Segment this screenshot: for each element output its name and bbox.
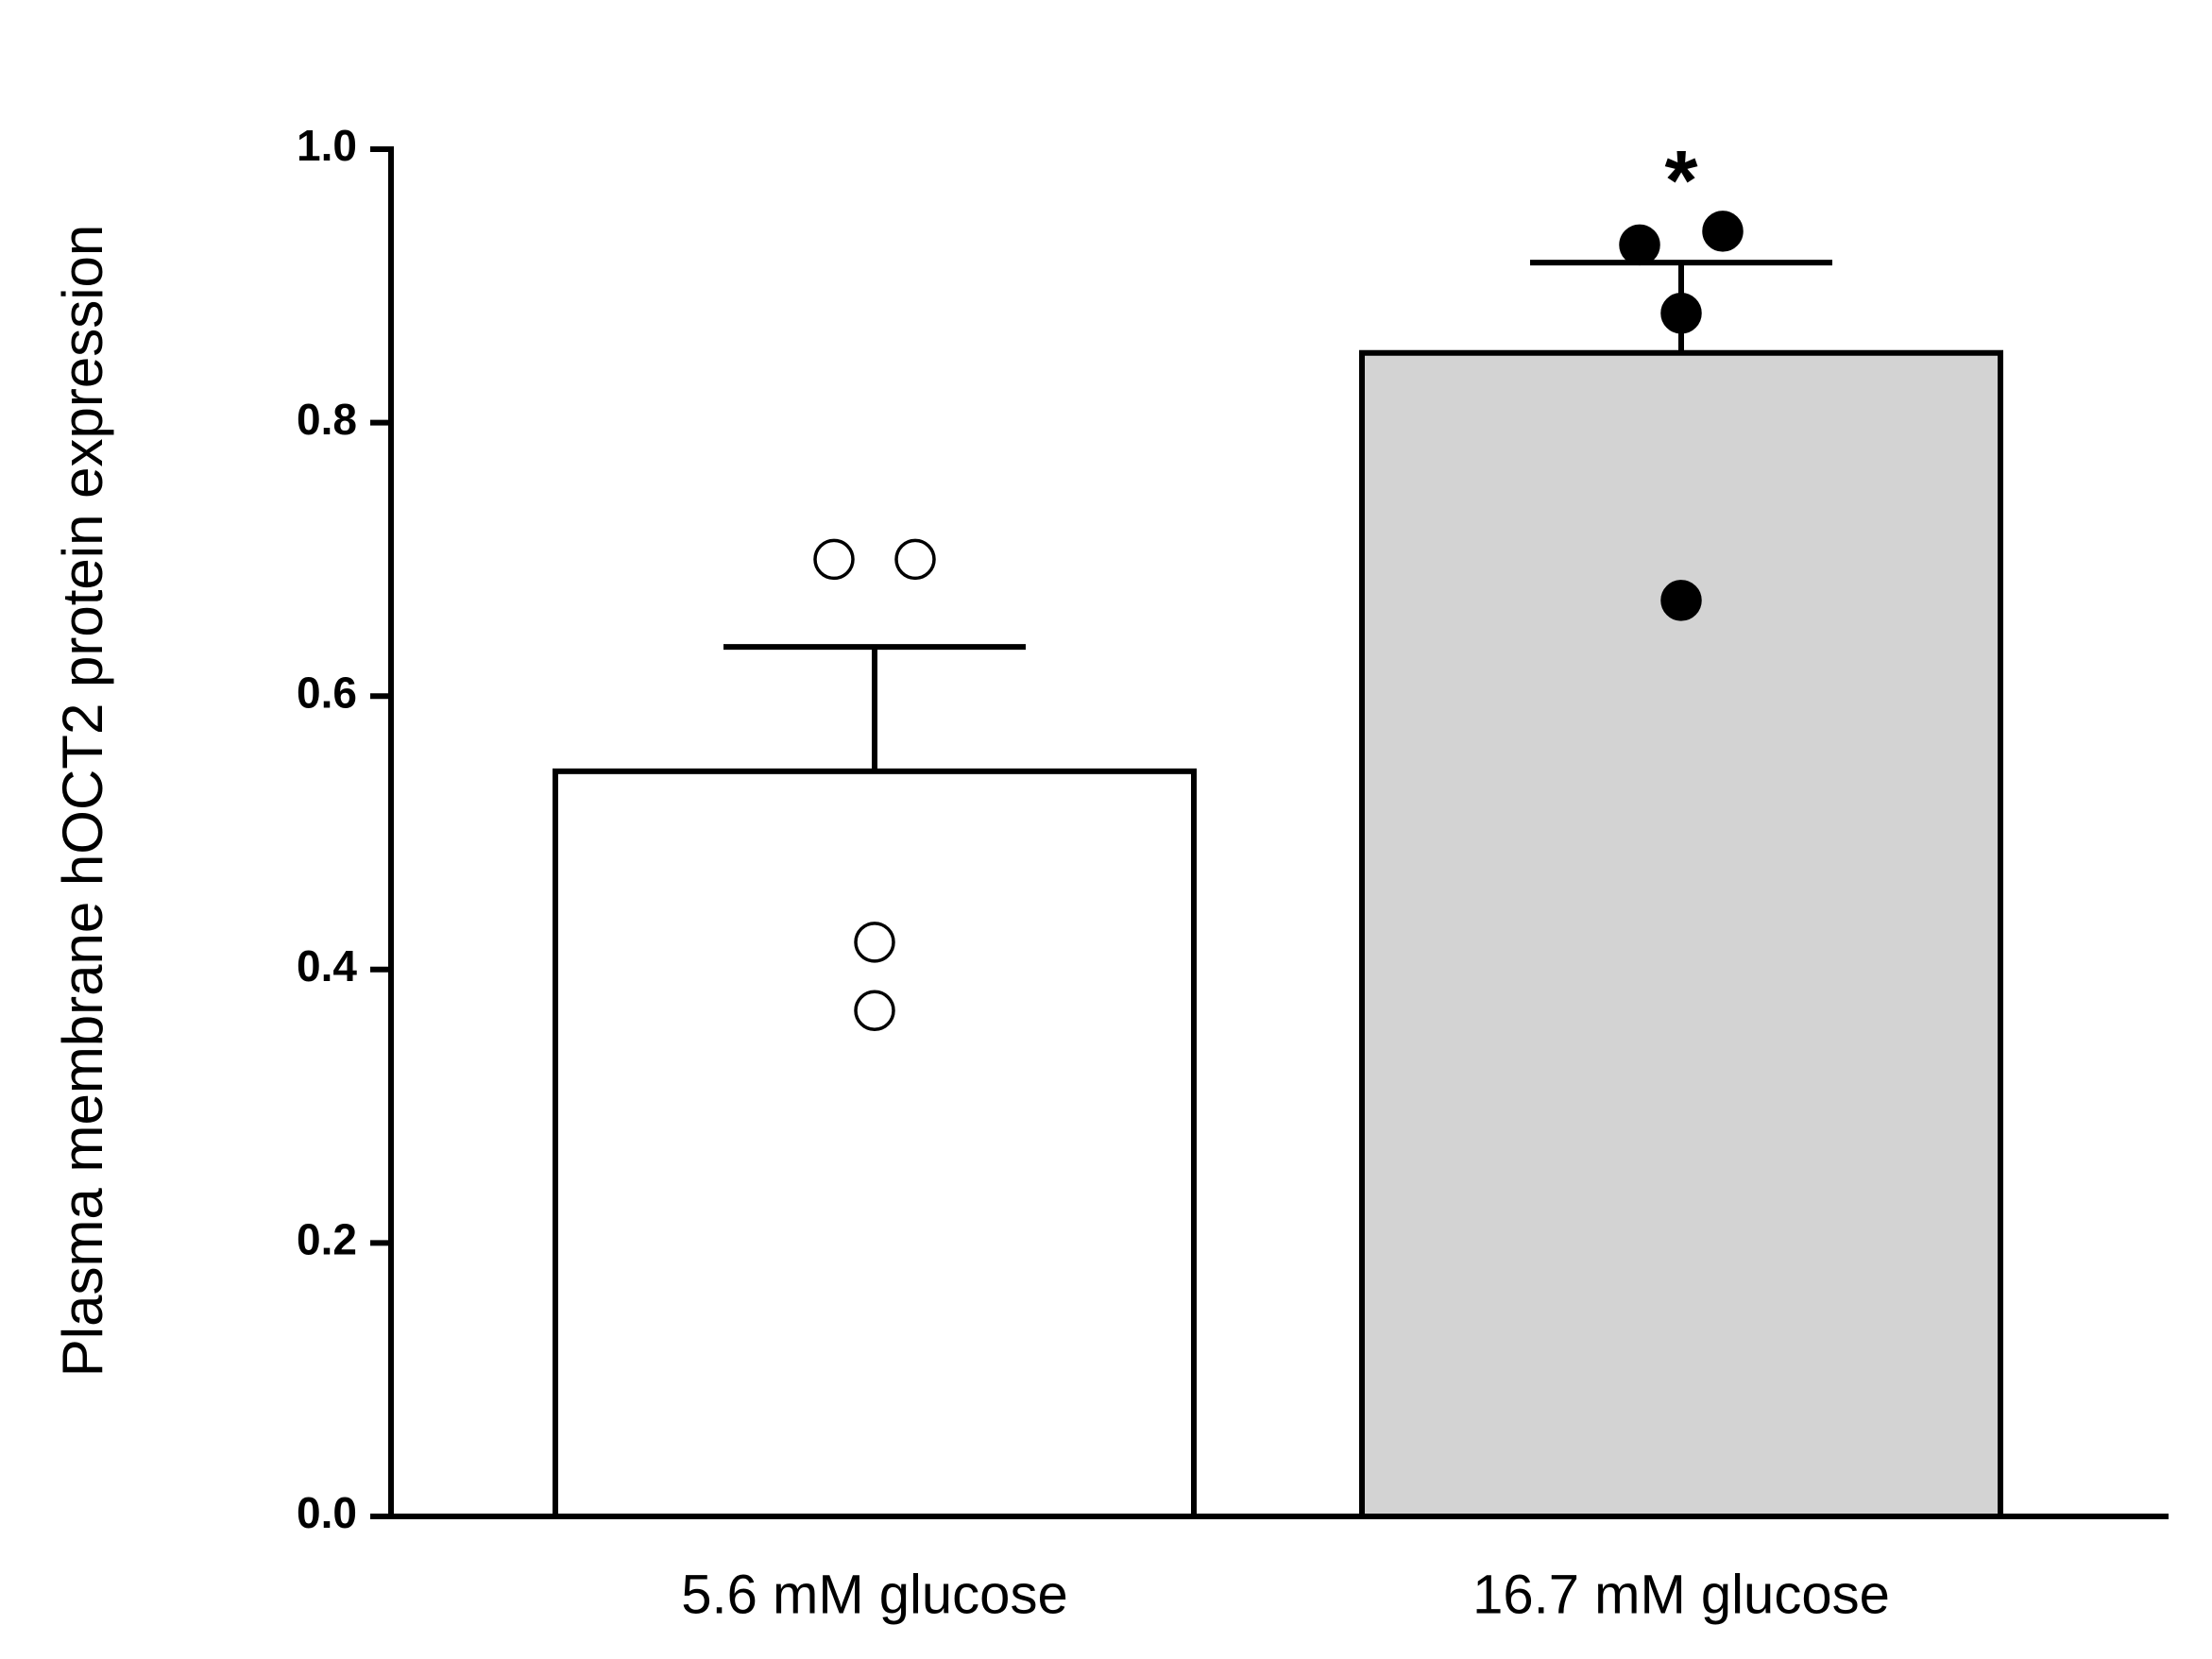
bar xyxy=(553,768,1197,1519)
data-point xyxy=(1660,293,1702,334)
data-point xyxy=(894,538,936,581)
bar xyxy=(1359,349,2003,1520)
x-tick-label: 5.6 mM glucose xyxy=(681,1564,1067,1625)
y-tick-label: 0.8 xyxy=(297,395,357,444)
data-point xyxy=(813,538,855,581)
y-axis-label: Plasma membrane hOCT2 protein expression xyxy=(51,225,114,1378)
data-point xyxy=(1702,211,1744,252)
data-point xyxy=(1619,224,1660,266)
x-tick-label: 16.7 mM glucose xyxy=(1472,1564,1890,1625)
data-point xyxy=(854,990,895,1031)
y-tick-label: 0.4 xyxy=(297,941,357,990)
y-tick-label: 0.6 xyxy=(297,668,357,717)
y-tick-label: 1.0 xyxy=(297,121,357,170)
y-tick-label: 0.0 xyxy=(297,1488,357,1537)
data-point xyxy=(854,922,895,963)
data-point xyxy=(1660,580,1702,621)
significance-mark: * xyxy=(1664,134,1697,229)
y-tick-label: 0.2 xyxy=(297,1215,357,1264)
